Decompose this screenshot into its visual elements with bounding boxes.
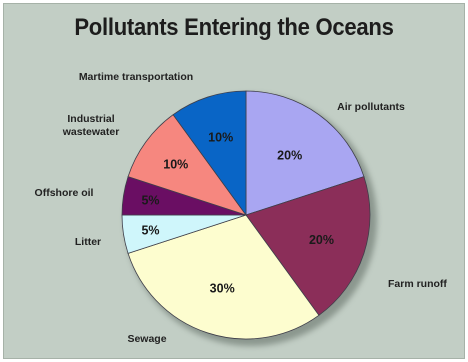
chart-title: Pollutants Entering the Oceans [74,14,394,41]
pie-slice-industrial-wastewater [127,114,248,216]
category-label-sewage: Sewage [127,333,166,345]
value-label-martime-transportation: 10% [208,131,233,145]
pie-slice-martime-transportation [172,90,247,217]
value-label-farm-runoff: 20% [309,233,334,247]
category-label-martime-transportation: Martime transportation [79,71,193,83]
category-labels: Air pollutants Farm runoff Sewage Litter Off… [35,71,448,345]
category-label-offshore-oil: Offshore oil [35,187,94,199]
pie-slice-air-pollutants [245,90,365,216]
value-label-air-pollutants: 20% [277,148,302,162]
slice-value-labels: 20% 20% 30% 5% 5% 10% 10% [141,131,334,296]
pie-slices [121,90,371,340]
pie-slice-farm-runoff [245,176,371,316]
category-label-industrial-wastewater: Industrial wastewater [62,113,120,138]
category-label-litter: Litter [75,236,101,248]
value-label-sewage: 30% [210,282,235,296]
value-label-litter: 5% [141,224,159,238]
value-label-industrial-wastewater: 10% [163,158,188,172]
category-label-farm-runoff: Farm runoff [388,278,447,290]
pie-slice-sewage [127,214,320,340]
value-label-offshore-oil: 5% [141,193,159,207]
category-label-air-pollutants: Air pollutants [337,101,405,113]
